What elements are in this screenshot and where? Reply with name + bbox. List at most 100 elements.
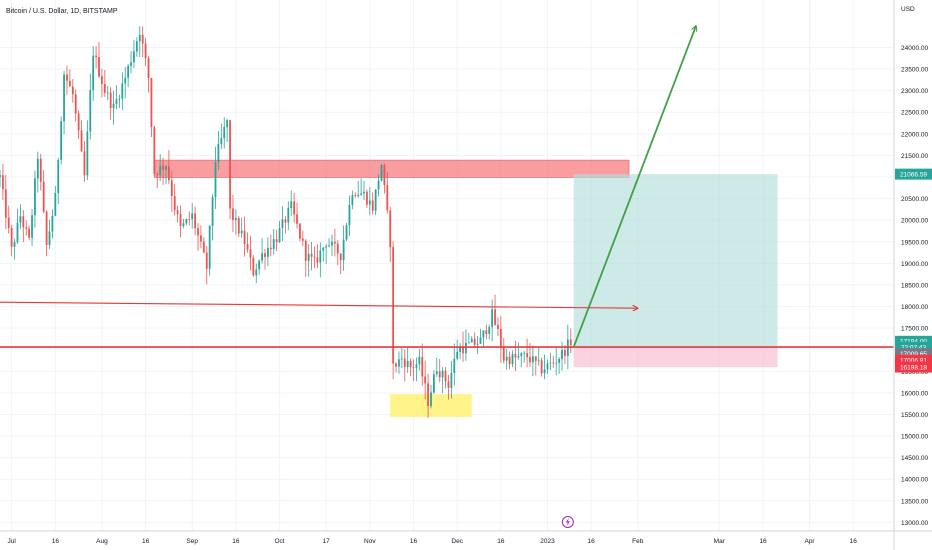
candle-body (275, 239, 278, 243)
candle-body (54, 193, 57, 216)
candle-body (450, 373, 453, 388)
profit-zone (573, 174, 778, 348)
candle-body (494, 309, 496, 325)
candle-body (488, 326, 491, 334)
candle-body (415, 364, 418, 368)
candle-body (118, 98, 121, 100)
price-badge (895, 361, 932, 373)
candle-body (234, 218, 237, 221)
candle-body (7, 217, 10, 228)
time-tick-label: 16 (232, 538, 240, 545)
candle-body (2, 175, 4, 190)
candle-body (36, 158, 39, 179)
candle-body (92, 55, 95, 90)
candle-body (526, 353, 528, 358)
price-badge-label: 17009.65 (900, 351, 927, 358)
bolt-glyph (565, 518, 570, 526)
candle-body (325, 246, 328, 248)
candle-body (208, 225, 211, 269)
candle-body (34, 178, 36, 216)
time-tick-label: Jul (7, 538, 16, 545)
candle-body (66, 74, 68, 81)
candle-body (165, 166, 167, 170)
candle-body (377, 180, 380, 190)
candle-body (552, 362, 555, 364)
candle-body (71, 86, 74, 95)
candle-body (409, 360, 412, 368)
candle-body (363, 191, 365, 194)
candle-body (354, 195, 357, 197)
price-tick-label: 23500.00 (901, 67, 928, 74)
candle-body (42, 181, 45, 212)
candle-body (77, 113, 80, 131)
price-badge (895, 354, 932, 366)
candle-body (246, 243, 249, 250)
candle-body (182, 223, 185, 226)
candle-body (412, 367, 415, 369)
candle-body (133, 51, 135, 63)
price-tick-label: 14000.00 (901, 477, 928, 484)
candle-body (307, 253, 310, 261)
candle-body (333, 241, 336, 244)
price-tick-label: 20500.00 (901, 196, 928, 203)
candle-body (316, 257, 319, 263)
candle-body (371, 200, 374, 211)
candle-body (173, 195, 176, 211)
candle-body (232, 208, 234, 221)
candle-body (83, 151, 86, 176)
candle-body (89, 89, 92, 132)
price-tick-label: 23000.00 (901, 88, 928, 95)
candle-body (153, 127, 156, 175)
candle-body (4, 189, 7, 218)
candle-body (310, 253, 313, 257)
candle-body (150, 77, 153, 128)
currency-label: USD (901, 6, 915, 13)
candle-body (299, 223, 301, 239)
price-tick-label: 22000.00 (901, 131, 928, 138)
candle-body (167, 166, 170, 181)
candle-body (188, 219, 191, 220)
candle-body (74, 94, 77, 114)
candle-body (147, 58, 150, 78)
candle-body (13, 242, 16, 247)
candle-body (392, 247, 395, 364)
candle-body (138, 34, 141, 42)
candle-body (476, 343, 479, 345)
symbol-title: Bitcoin / U.S. Dollar, 1D, BITSTAMP (6, 8, 118, 15)
candle-body (406, 360, 409, 367)
price-tick-label: 17500.00 (901, 326, 928, 333)
time-tick-label: 16 (588, 538, 596, 545)
candle-body (130, 62, 132, 66)
candle-body (508, 356, 511, 365)
candle-body (351, 195, 354, 206)
price-tick-label: 20000.00 (901, 218, 928, 225)
candle-body (226, 120, 229, 128)
candle-body (453, 358, 456, 374)
candle-body (569, 339, 572, 346)
candle-body (63, 74, 65, 122)
candle-body (532, 356, 534, 363)
candle-body (185, 219, 188, 224)
time-tick-label: Oct (274, 538, 284, 545)
candle-body (106, 92, 109, 94)
candle-body (243, 230, 246, 244)
candle-body (319, 250, 322, 263)
candle-body (497, 324, 499, 329)
time-tick-label: 16 (759, 538, 767, 545)
candle-body (514, 354, 517, 358)
candle-body (0, 175, 1, 177)
time-tick-label: Feb (632, 538, 644, 545)
candle-body (564, 349, 566, 356)
candle-body (240, 230, 243, 234)
candle-body (511, 354, 514, 365)
price-badge-label: 17006.81 (900, 358, 927, 365)
candle-body (357, 194, 360, 197)
candle-body (383, 164, 386, 186)
candle-body (421, 356, 424, 377)
candle-body (28, 228, 31, 238)
candle-body (473, 338, 476, 345)
candle-body (459, 347, 462, 352)
candle-body (360, 193, 362, 195)
